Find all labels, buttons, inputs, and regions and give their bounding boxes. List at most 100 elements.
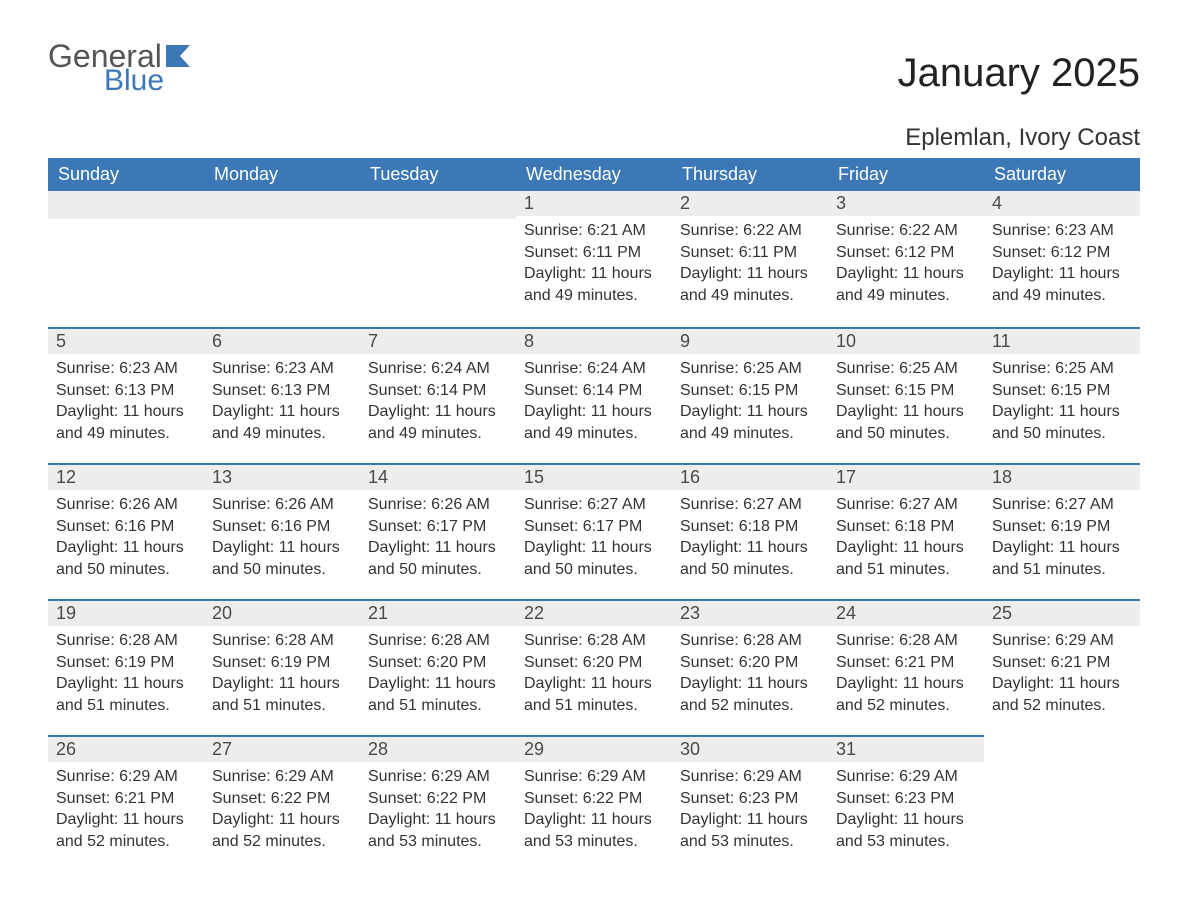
calendar-cell: 23Sunrise: 6:28 AMSunset: 6:20 PMDayligh… [672, 599, 828, 735]
calendar-cell: 26Sunrise: 6:29 AMSunset: 6:21 PMDayligh… [48, 735, 204, 871]
day-details: Sunrise: 6:29 AMSunset: 6:22 PMDaylight:… [204, 762, 360, 862]
sunset-line: Sunset: 6:14 PM [524, 380, 664, 402]
day-details: Sunrise: 6:27 AMSunset: 6:18 PMDaylight:… [672, 490, 828, 590]
daylight-line: Daylight: 11 hours and 51 minutes. [836, 537, 976, 580]
daylight-line: Daylight: 11 hours and 51 minutes. [56, 673, 196, 716]
header: General Blue January 2025 [48, 40, 1140, 96]
day-number: 7 [360, 327, 516, 354]
day-details: Sunrise: 6:28 AMSunset: 6:20 PMDaylight:… [672, 626, 828, 726]
calendar-cell: 3 Sunrise: 6:22 AMSunset: 6:12 PMDaylight… [828, 191, 984, 327]
sunrise-line: Sunrise: 6:28 AM [524, 630, 664, 652]
day-number: 28 [360, 735, 516, 762]
logo: General Blue [48, 40, 200, 96]
day-number: 26 [48, 735, 204, 762]
sunset-line: Sunset: 6:22 PM [524, 788, 664, 810]
daylight-line: Daylight: 11 hours and 53 minutes. [680, 809, 820, 852]
daylight-line: Daylight: 11 hours and 52 minutes. [992, 673, 1132, 716]
sunset-line: Sunset: 6:13 PM [56, 380, 196, 402]
sunrise-line: Sunrise: 6:28 AM [836, 630, 976, 652]
calendar-cell: 15Sunrise: 6:27 AMSunset: 6:17 PMDayligh… [516, 463, 672, 599]
sunset-line: Sunset: 6:15 PM [680, 380, 820, 402]
sunset-line: Sunset: 6:18 PM [836, 516, 976, 538]
daylight-line: Daylight: 11 hours and 50 minutes. [56, 537, 196, 580]
day-details: Sunrise: 6:23 AMSunset: 6:13 PMDaylight:… [204, 354, 360, 454]
daylight-line: Daylight: 11 hours and 53 minutes. [524, 809, 664, 852]
day-details: Sunrise: 6:25 AMSunset: 6:15 PMDaylight:… [984, 354, 1140, 454]
sunrise-line: Sunrise: 6:29 AM [368, 766, 508, 788]
sunrise-line: Sunrise: 6:26 AM [368, 494, 508, 516]
day-number: 5 [48, 327, 204, 354]
sunset-line: Sunset: 6:17 PM [524, 516, 664, 538]
sunrise-line: Sunrise: 6:25 AM [836, 358, 976, 380]
day-number: 21 [360, 599, 516, 626]
title-block: January 2025 [898, 51, 1140, 96]
sunrise-line: Sunrise: 6:23 AM [992, 220, 1132, 242]
sunrise-line: Sunrise: 6:28 AM [680, 630, 820, 652]
daylight-line: Daylight: 11 hours and 51 minutes. [368, 673, 508, 716]
sunset-line: Sunset: 6:22 PM [368, 788, 508, 810]
day-number: 24 [828, 599, 984, 626]
daylight-line: Daylight: 11 hours and 51 minutes. [524, 673, 664, 716]
sunset-line: Sunset: 6:16 PM [212, 516, 352, 538]
sunset-line: Sunset: 6:12 PM [992, 242, 1132, 264]
day-number: 20 [204, 599, 360, 626]
day-number: 8 [516, 327, 672, 354]
day-number: 30 [672, 735, 828, 762]
day-number: 3 [828, 191, 984, 216]
daylight-line: Daylight: 11 hours and 49 minutes. [992, 263, 1132, 306]
sunrise-line: Sunrise: 6:27 AM [836, 494, 976, 516]
day-details: Sunrise: 6:27 AMSunset: 6:18 PMDaylight:… [828, 490, 984, 590]
calendar-cell: 25Sunrise: 6:29 AMSunset: 6:21 PMDayligh… [984, 599, 1140, 735]
sunrise-line: Sunrise: 6:28 AM [368, 630, 508, 652]
day-number: 9 [672, 327, 828, 354]
day-details: Sunrise: 6:22 AMSunset: 6:11 PMDaylight:… [672, 216, 828, 316]
daylight-line: Daylight: 11 hours and 50 minutes. [212, 537, 352, 580]
calendar-cell [204, 191, 360, 327]
day-number: 22 [516, 599, 672, 626]
logo-text-blue: Blue [104, 66, 200, 96]
daylight-line: Daylight: 11 hours and 49 minutes. [836, 263, 976, 306]
daylight-line: Daylight: 11 hours and 49 minutes. [680, 401, 820, 444]
sunset-line: Sunset: 6:12 PM [836, 242, 976, 264]
daylight-line: Daylight: 11 hours and 51 minutes. [992, 537, 1132, 580]
sunset-line: Sunset: 6:15 PM [992, 380, 1132, 402]
calendar-body: 1Sunrise: 6:21 AMSunset: 6:11 PMDaylight… [48, 191, 1140, 871]
sunrise-line: Sunrise: 6:23 AM [212, 358, 352, 380]
sunrise-line: Sunrise: 6:29 AM [836, 766, 976, 788]
daylight-line: Daylight: 11 hours and 49 minutes. [524, 401, 664, 444]
sunset-line: Sunset: 6:18 PM [680, 516, 820, 538]
calendar-cell: 19Sunrise: 6:28 AMSunset: 6:19 PMDayligh… [48, 599, 204, 735]
calendar-header-row: SundayMondayTuesdayWednesdayThursdayFrid… [48, 158, 1140, 191]
day-number: 2 [672, 191, 828, 216]
daylight-line: Daylight: 11 hours and 52 minutes. [212, 809, 352, 852]
day-number: 11 [984, 327, 1140, 354]
day-number: 29 [516, 735, 672, 762]
sunset-line: Sunset: 6:19 PM [56, 652, 196, 674]
sunrise-line: Sunrise: 6:29 AM [524, 766, 664, 788]
sunrise-line: Sunrise: 6:28 AM [56, 630, 196, 652]
day-details: Sunrise: 6:26 AMSunset: 6:16 PMDaylight:… [48, 490, 204, 590]
month-title: January 2025 [898, 51, 1140, 96]
day-number: 10 [828, 327, 984, 354]
day-details: Sunrise: 6:29 AMSunset: 6:21 PMDaylight:… [984, 626, 1140, 726]
calendar-cell: 9Sunrise: 6:25 AMSunset: 6:15 PMDaylight… [672, 327, 828, 463]
day-number: 13 [204, 463, 360, 490]
sunrise-line: Sunrise: 6:26 AM [212, 494, 352, 516]
day-details: Sunrise: 6:29 AMSunset: 6:23 PMDaylight:… [672, 762, 828, 862]
sunset-line: Sunset: 6:22 PM [212, 788, 352, 810]
daylight-line: Daylight: 11 hours and 53 minutes. [368, 809, 508, 852]
sunrise-line: Sunrise: 6:22 AM [836, 220, 976, 242]
day-details: Sunrise: 6:29 AMSunset: 6:22 PMDaylight:… [360, 762, 516, 862]
sunset-line: Sunset: 6:11 PM [680, 242, 820, 264]
calendar-cell [984, 735, 1140, 871]
daylight-line: Daylight: 11 hours and 49 minutes. [524, 263, 664, 306]
sunrise-line: Sunrise: 6:21 AM [524, 220, 664, 242]
day-details: Sunrise: 6:23 AMSunset: 6:13 PMDaylight:… [48, 354, 204, 454]
sunset-line: Sunset: 6:23 PM [680, 788, 820, 810]
sunset-line: Sunset: 6:11 PM [524, 242, 664, 264]
daylight-line: Daylight: 11 hours and 49 minutes. [368, 401, 508, 444]
calendar-cell: 29 Sunrise: 6:29 AMSunset: 6:22 PMDayligh… [516, 735, 672, 871]
calendar-cell: 22Sunrise: 6:28 AMSunset: 6:20 PMDayligh… [516, 599, 672, 735]
day-number: 18 [984, 463, 1140, 490]
daylight-line: Daylight: 11 hours and 50 minutes. [836, 401, 976, 444]
